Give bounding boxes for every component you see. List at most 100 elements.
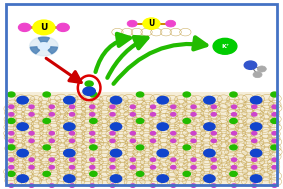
- Circle shape: [230, 171, 237, 176]
- Circle shape: [252, 132, 257, 135]
- Circle shape: [211, 139, 216, 143]
- Circle shape: [17, 123, 28, 130]
- Circle shape: [253, 72, 262, 78]
- Circle shape: [43, 119, 50, 123]
- Text: U: U: [148, 19, 155, 28]
- Circle shape: [70, 184, 75, 187]
- Circle shape: [136, 145, 144, 150]
- Circle shape: [110, 105, 115, 108]
- Circle shape: [90, 92, 97, 97]
- Circle shape: [70, 158, 75, 161]
- Circle shape: [252, 166, 257, 169]
- Circle shape: [230, 92, 237, 97]
- Circle shape: [18, 23, 31, 32]
- Circle shape: [272, 139, 277, 143]
- Circle shape: [191, 132, 196, 135]
- Circle shape: [57, 23, 69, 32]
- Polygon shape: [48, 47, 57, 54]
- Circle shape: [49, 132, 54, 135]
- Circle shape: [110, 184, 115, 187]
- Circle shape: [90, 132, 95, 135]
- Circle shape: [231, 105, 237, 108]
- Circle shape: [64, 149, 75, 157]
- Circle shape: [151, 105, 156, 108]
- Circle shape: [130, 105, 135, 108]
- Circle shape: [70, 113, 75, 116]
- Circle shape: [250, 175, 262, 182]
- Circle shape: [29, 158, 34, 161]
- Circle shape: [166, 20, 176, 27]
- Circle shape: [211, 158, 216, 161]
- Circle shape: [70, 139, 75, 143]
- Circle shape: [130, 132, 135, 135]
- Text: U: U: [40, 23, 48, 32]
- Circle shape: [231, 184, 237, 187]
- Circle shape: [136, 119, 144, 123]
- Polygon shape: [30, 47, 40, 54]
- Circle shape: [252, 113, 257, 116]
- Text: K⁺: K⁺: [221, 44, 229, 49]
- Circle shape: [130, 139, 135, 143]
- Circle shape: [231, 132, 237, 135]
- Circle shape: [157, 96, 168, 104]
- Circle shape: [183, 92, 190, 97]
- Circle shape: [171, 139, 176, 143]
- Circle shape: [151, 139, 156, 143]
- Circle shape: [272, 105, 277, 108]
- Circle shape: [151, 184, 156, 187]
- Circle shape: [70, 105, 75, 108]
- Circle shape: [271, 119, 278, 123]
- Circle shape: [252, 184, 257, 187]
- Circle shape: [17, 175, 28, 182]
- Circle shape: [151, 113, 156, 116]
- Circle shape: [43, 92, 50, 97]
- Circle shape: [231, 113, 237, 116]
- Circle shape: [17, 96, 28, 104]
- Circle shape: [49, 113, 54, 116]
- Circle shape: [17, 149, 28, 157]
- Circle shape: [171, 132, 176, 135]
- Circle shape: [257, 66, 266, 72]
- Circle shape: [8, 119, 15, 123]
- Circle shape: [43, 171, 50, 176]
- Circle shape: [252, 105, 257, 108]
- Circle shape: [272, 158, 277, 161]
- Circle shape: [252, 139, 257, 143]
- Circle shape: [110, 123, 122, 130]
- Circle shape: [110, 139, 115, 143]
- Circle shape: [211, 132, 216, 135]
- Circle shape: [110, 132, 115, 135]
- Circle shape: [9, 184, 14, 187]
- Circle shape: [230, 145, 237, 150]
- Circle shape: [49, 184, 54, 187]
- Circle shape: [127, 20, 137, 27]
- Circle shape: [9, 139, 14, 143]
- Circle shape: [171, 166, 176, 169]
- Circle shape: [213, 38, 237, 54]
- Circle shape: [70, 132, 75, 135]
- Circle shape: [90, 139, 95, 143]
- Circle shape: [157, 149, 168, 157]
- Circle shape: [29, 132, 34, 135]
- Circle shape: [90, 171, 97, 176]
- Circle shape: [191, 166, 196, 169]
- Circle shape: [9, 132, 14, 135]
- Circle shape: [151, 158, 156, 161]
- Circle shape: [271, 92, 278, 97]
- Circle shape: [183, 171, 190, 176]
- Circle shape: [110, 158, 115, 161]
- Circle shape: [171, 184, 176, 187]
- Circle shape: [110, 96, 122, 104]
- Circle shape: [231, 139, 237, 143]
- Circle shape: [151, 132, 156, 135]
- Circle shape: [8, 145, 15, 150]
- Circle shape: [49, 166, 54, 169]
- Circle shape: [43, 145, 50, 150]
- Circle shape: [191, 113, 196, 116]
- Circle shape: [33, 20, 55, 35]
- Circle shape: [171, 113, 176, 116]
- Circle shape: [90, 145, 97, 150]
- Circle shape: [191, 184, 196, 187]
- Circle shape: [29, 139, 34, 143]
- Circle shape: [85, 81, 93, 86]
